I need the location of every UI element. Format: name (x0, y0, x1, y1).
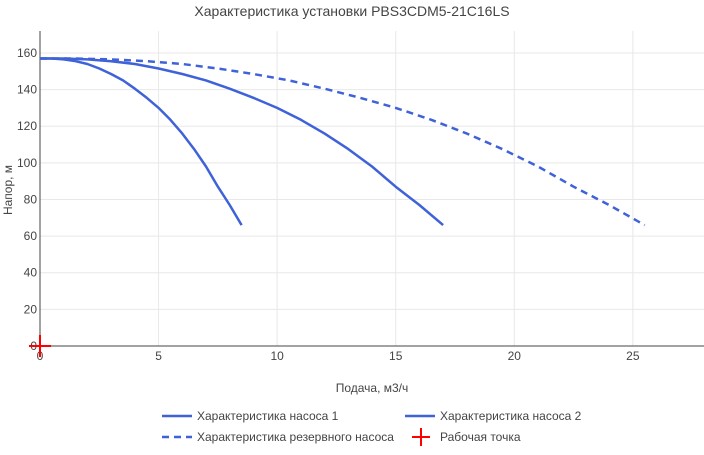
y-tick-label: 80 (24, 192, 38, 206)
legend-item-4[interactable]: Рабочая точка (412, 428, 521, 446)
y-tick-label: 120 (17, 119, 37, 133)
series-line-2[interactable] (40, 57, 444, 227)
legend[interactable]: Характеристика насоса 1 Характеристика на… (162, 409, 582, 446)
x-tick-label: 10 (270, 349, 284, 363)
x-tick-label: 20 (508, 349, 522, 363)
x-tick-label: 25 (626, 349, 640, 363)
axes: 0510152025020406080100120140160 (17, 31, 704, 363)
series-group (29, 57, 646, 357)
legend-label: Рабочая точка (440, 430, 521, 444)
x-tick-label: 5 (155, 349, 162, 363)
legend-item-1[interactable]: Характеристика насоса 1 (162, 409, 339, 423)
legend-item-2[interactable]: Характеристика насоса 2 (405, 409, 582, 423)
chart-title: Характеристика установки PBS3CDM5-21C16L… (194, 3, 509, 19)
x-tick-label: 15 (389, 349, 403, 363)
grid (40, 31, 704, 346)
y-tick-label: 160 (17, 46, 37, 60)
legend-label: Характеристика насоса 1 (197, 409, 339, 423)
y-tick-label: 140 (17, 83, 37, 97)
operating-point-marker[interactable] (29, 335, 51, 357)
legend-item-3[interactable]: Характеристика резервного насоса (162, 430, 394, 444)
y-tick-label: 40 (24, 266, 38, 280)
legend-label: Характеристика резервного насоса (197, 430, 394, 444)
x-axis-label: Подача, м3/ч (336, 381, 409, 395)
y-tick-label: 100 (17, 156, 37, 170)
y-tick-label: 20 (24, 302, 38, 316)
series-line-3[interactable] (40, 57, 646, 227)
y-tick-label: 60 (24, 229, 38, 243)
legend-label: Характеристика насоса 2 (440, 409, 582, 423)
series-line-1[interactable] (40, 57, 243, 226)
y-axis-label: Напор, м (1, 165, 15, 215)
